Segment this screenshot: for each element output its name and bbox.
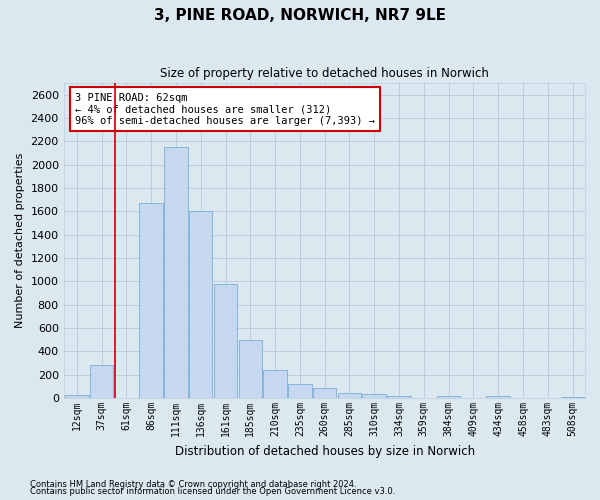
Bar	[288, 384, 311, 398]
Bar	[313, 388, 337, 398]
Bar	[362, 394, 386, 398]
Bar	[263, 370, 287, 398]
Text: Contains HM Land Registry data © Crown copyright and database right 2024.: Contains HM Land Registry data © Crown c…	[30, 480, 356, 489]
Bar	[487, 396, 510, 398]
Text: 3 PINE ROAD: 62sqm
← 4% of detached houses are smaller (312)
96% of semi-detache: 3 PINE ROAD: 62sqm ← 4% of detached hous…	[75, 92, 375, 126]
Y-axis label: Number of detached properties: Number of detached properties	[15, 153, 25, 328]
Bar	[387, 396, 411, 398]
Bar	[437, 396, 460, 398]
Bar	[164, 147, 188, 398]
Bar	[239, 340, 262, 398]
Text: Contains public sector information licensed under the Open Government Licence v3: Contains public sector information licen…	[30, 487, 395, 496]
Bar	[214, 284, 237, 398]
Bar	[65, 395, 89, 398]
Bar	[338, 394, 361, 398]
Bar	[561, 397, 584, 398]
Bar	[189, 212, 212, 398]
Title: Size of property relative to detached houses in Norwich: Size of property relative to detached ho…	[160, 68, 489, 80]
Bar	[139, 204, 163, 398]
Text: 3, PINE ROAD, NORWICH, NR7 9LE: 3, PINE ROAD, NORWICH, NR7 9LE	[154, 8, 446, 22]
X-axis label: Distribution of detached houses by size in Norwich: Distribution of detached houses by size …	[175, 444, 475, 458]
Bar	[90, 366, 113, 398]
